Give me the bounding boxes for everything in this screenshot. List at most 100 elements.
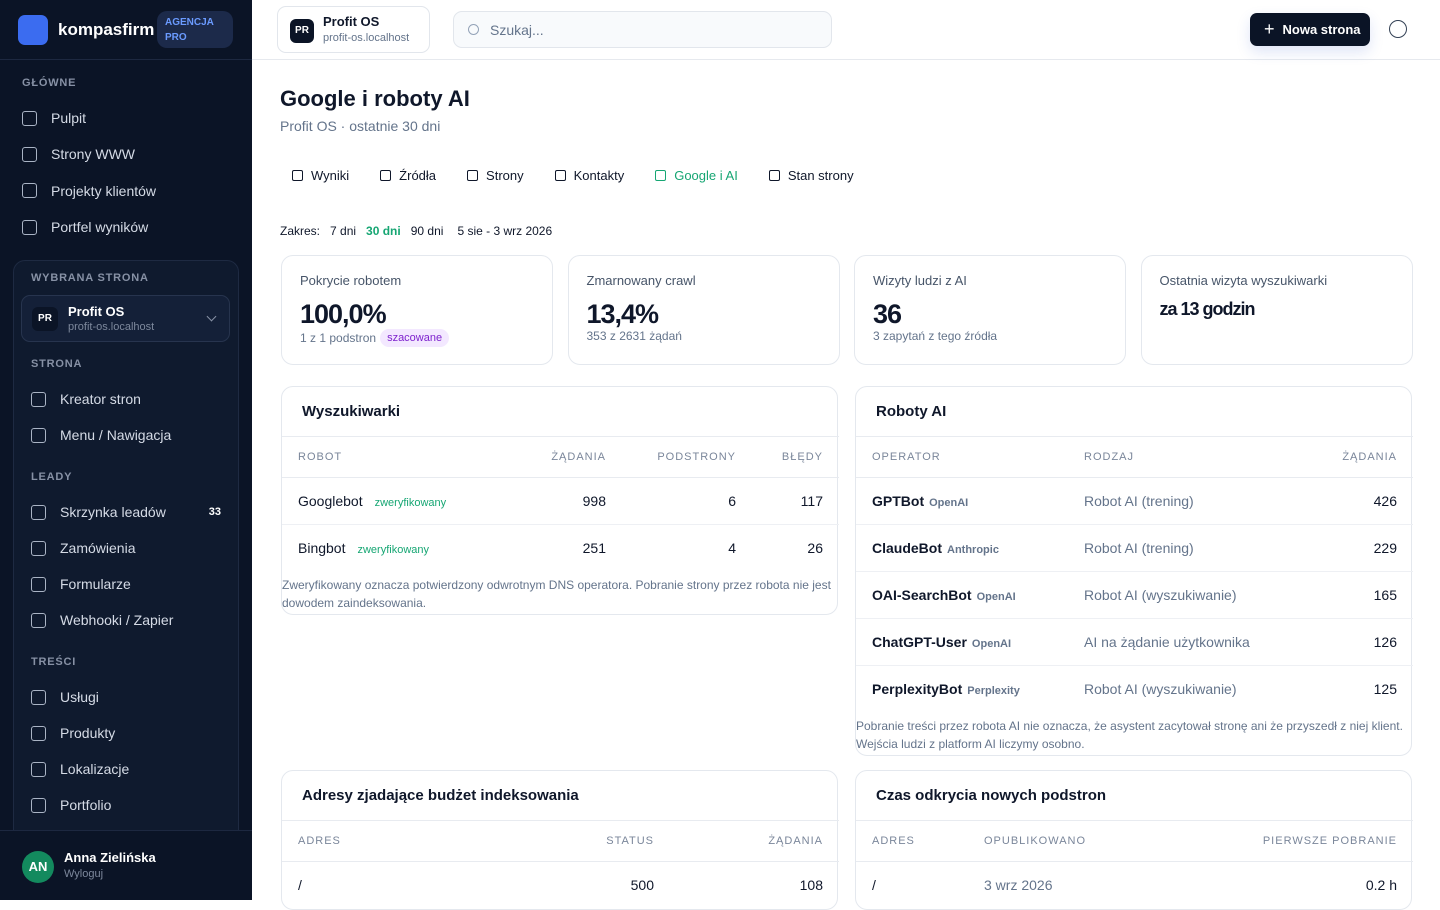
table-row: Googlebot zweryfikowany 998 6 117 [282,477,839,525]
nav-item[interactable]: Produkty [31,716,221,750]
table-cell: 4 [622,525,752,572]
verified-badge: zweryfikowany [357,544,430,557]
nav-icon [31,761,46,777]
nav-item[interactable]: Kreator stron [31,382,221,416]
nav-label: Zamówienia [60,540,136,556]
table-row: ClaudeBot Anthropic Robot AI (trening) 229 [856,524,1413,572]
stat-note-row: 1 z 1 podstron szacowane [300,329,450,347]
table-cell: / [856,862,968,909]
range-option[interactable]: 30 dni [366,224,401,238]
nav-item[interactable]: Portfolio [31,788,221,822]
table-cell: Robot AI (trening) [1068,524,1318,572]
table-row: OAI-SearchBot OpenAI Robot AI (wyszukiwani… [856,571,1413,619]
tab[interactable]: Źródła [380,168,436,183]
user-avatar: AN [22,851,54,883]
robot-name: Bingbot [298,540,346,557]
site-switcher[interactable]: PR Profit OS profit-os.localhost [277,6,430,53]
cell-text: 126 [1373,634,1397,650]
range-dates[interactable]: 5 sie - 3 wrz 2026 [457,224,553,238]
table-cell: 229 [1318,524,1413,572]
cell-text: 165 [1373,587,1397,603]
nav-item[interactable]: Formularze [31,567,221,601]
site-picker[interactable]: PR Profit OS profit-os.localhost [21,295,230,342]
table-cell: 117 [752,477,839,525]
tab[interactable]: Strony [467,168,524,183]
user-area: AN Anna Zielińska Wyloguj [0,830,252,900]
column-header: BŁĘDY [752,436,839,478]
table-row: / 3 wrz 2026 0.2 h [856,862,1413,909]
bot-operator: Anthropic [947,544,999,556]
table-cell: 998 [522,477,622,525]
tab[interactable]: Google i AI [655,168,738,183]
cell-text: 251 [582,540,606,557]
nav-item[interactable]: Webhooki / Zapier [31,603,221,637]
cell-text: Robot AI (trening) [1084,540,1194,556]
nav-label: Menu / Nawigacja [60,427,172,443]
nav-item[interactable]: Lokalizacje [31,752,221,786]
cell-text: 26 [807,540,823,557]
lead-count: 33 [208,506,221,518]
tab[interactable]: Stan strony [768,168,854,183]
search-placeholder: Szukaj... [490,22,544,38]
nav-item[interactable]: Zamówienia [31,531,221,565]
stat-note: 353 z 2631 żądań [586,329,682,343]
divider [0,59,252,60]
table-head: ADRES OPUBLIKOWANO PIERWSZE POBRANIE [856,820,1413,862]
range-label: Zakres: [280,224,321,238]
nav-label: Formularze [60,576,131,592]
button-label: Nowa strona [1282,22,1361,37]
search-box[interactable]: Szukaj... [453,11,832,48]
table-card: Roboty AI OPERATOR RODZAJ ŻĄDANIA GPTBot Open… [855,386,1413,756]
table-cell: / [282,862,532,909]
range-option[interactable]: 90 dni [410,224,444,238]
nav-icon [22,183,37,199]
data-table: ADRES OPUBLIKOWANO PIERWSZE POBRANIE / 3 wrz… [856,820,1413,909]
nav-label: Portfolio [60,797,112,813]
nav-label: Kreator stron [60,391,141,407]
language-icon[interactable] [1389,20,1407,38]
table-cell: 126 [1318,618,1413,666]
nav-item[interactable]: Portfel wyników [22,210,232,244]
site-host: profit-os.localhost [323,32,410,44]
tab[interactable]: Kontakty [554,168,624,183]
nav-icon [31,427,46,443]
tab-label: Google i AI [674,168,738,183]
table-cell: ClaudeBot Anthropic [856,524,1068,572]
bot-operator: OpenAI [971,638,1012,650]
data-table: OPERATOR RODZAJ ŻĄDANIA GPTBot OpenAI Robot A… [856,436,1413,713]
nav-label: Projekty klientów [51,182,157,199]
robot-name: Googlebot [298,493,363,509]
section-title: STRONA [31,358,83,370]
stat-label: Wizyty ludzi z AI [873,273,967,288]
table-row: GPTBot OpenAI Robot AI (trening) 426 [856,477,1413,525]
new-page-button[interactable]: + Nowa strona [1250,13,1370,46]
bot-name: ChatGPT-User [872,634,967,650]
tab[interactable]: Wyniki [292,168,349,183]
column-header: RODZAJ [1068,436,1318,478]
cell-text: 117 [800,493,823,509]
nav-icon [22,219,37,235]
nav-item[interactable]: Pulpit [22,101,232,135]
cell-text: 3 wrz 2026 [984,877,1053,894]
table-card: Czas odkrycia nowych podstron ADRES OPUBLI… [855,770,1413,910]
table-cell: Robot AI (trening) [1068,477,1318,525]
tabs: Wyniki Źródła Strony Kontakty Google i AI Sta… [292,168,854,183]
cell-text: 108 [799,877,823,894]
cell-text: Robot AI (trening) [1084,493,1194,509]
logout[interactable]: Wyloguj [64,868,104,880]
nav-item[interactable]: Strony WWW [22,137,232,171]
nav-label: Skrzynka leadów [60,504,166,520]
column-header: ADRES [856,820,968,862]
section-title: TREŚCI [31,656,77,668]
section-title: LEADY [31,471,73,483]
nav-item[interactable]: Projekty klientów [22,174,232,208]
nav-item[interactable]: Menu / Nawigacja [31,418,221,452]
cell-text: / [298,877,302,894]
nav-item[interactable]: Skrzynka leadów 33 [31,495,221,529]
nav-item[interactable]: Usługi [31,680,221,714]
bot-name: GPTBot [872,493,925,509]
table-cell: 108 [670,862,839,909]
stat-card: Zmarnowany crawl 13,4% 353 z 2631 żądań [567,255,840,365]
range-option[interactable]: 7 dni [330,224,357,238]
